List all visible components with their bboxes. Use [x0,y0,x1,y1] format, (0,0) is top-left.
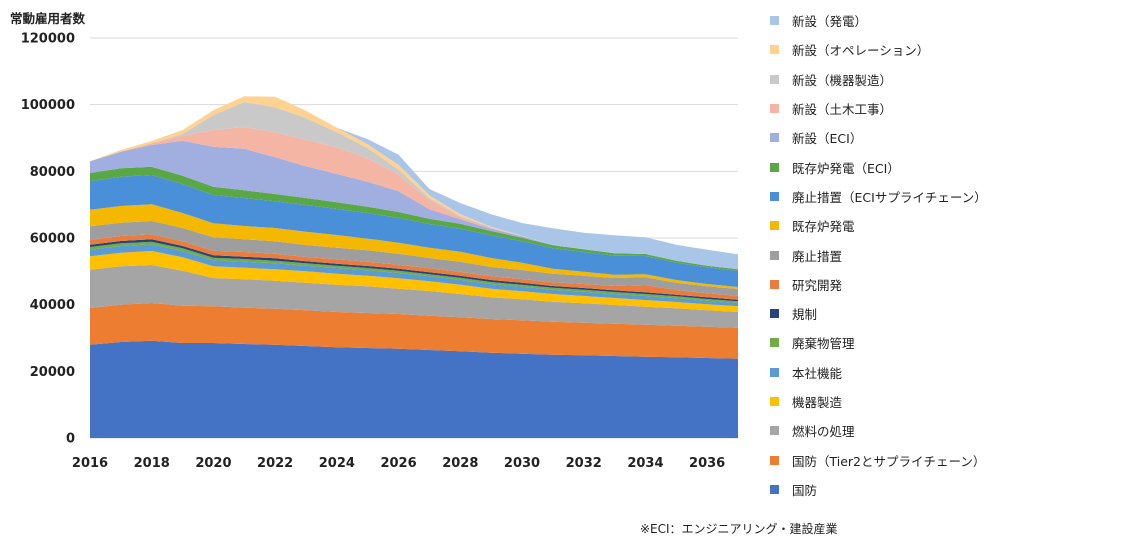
footnote: ※ECI：エンジニアリング・建設産業 [640,522,838,536]
legend-swatch [770,133,779,143]
x-tick-label: 2018 [134,456,170,471]
legend-item: 既存炉発電（ECI） [770,152,1130,181]
area-series-4 [90,244,738,307]
legend-swatch [770,16,779,26]
legend-label: 規制 [792,307,818,323]
legend-label: 新設（ECI） [792,131,863,147]
legend-label: 廃棄物管理 [792,336,855,352]
legend-label: 国防 [792,482,818,498]
legend-item: 新設（オペレーション） [770,35,1130,64]
area-series-7 [90,234,738,300]
legend-item: 新設（ECI） [770,123,1130,152]
x-tick-label: 2036 [689,456,725,471]
legend-label: 本社機能 [792,365,843,381]
legend-item: 廃棄物管理 [770,328,1130,357]
legend-item: 廃止措置（ECIサプライチェーン） [770,182,1130,211]
legend-label: 研究開発 [792,277,843,293]
area-series-11 [90,166,738,271]
legend-swatch [770,279,779,289]
legend-label: 新設（土木工事） [792,102,893,118]
legend-item: 新設（機器製造） [770,65,1130,94]
x-tick-label: 2026 [380,456,416,471]
legend: 新設（発電） 新設（オペレーション） 新設（機器製造） 新設（土木工事） 新設（ECI）… [770,6,1130,504]
legend-item: 新設（土木工事） [770,94,1130,123]
legend-label: 国防（Tier2とサプライチェーン） [792,453,986,469]
legend-item: 研究開発 [770,270,1130,299]
legend-swatch [770,338,779,348]
legend-label: 既存炉発電（ECI） [792,160,900,176]
area-series-2 [90,265,738,328]
area-series-16 [90,96,738,270]
x-tick-label: 2034 [627,456,663,471]
legend-swatch [770,397,779,406]
y-tick-label: 80000 [30,165,75,180]
legend-label: 燃料の処理 [792,424,855,440]
legend-swatch [770,426,779,436]
legend-label: 既存炉発電 [792,219,855,235]
area-series-9 [90,204,738,289]
x-tick-label: 2032 [566,456,602,471]
legend-item: 燃料の処理 [770,416,1130,445]
legend-swatch [770,221,779,231]
area-series-0 [90,340,738,438]
x-tick-label: 2016 [72,456,108,471]
legend-label: 廃止措置（ECIサプライチェーン） [792,189,987,205]
x-tick-label: 2022 [257,456,293,471]
area-series-10 [90,175,738,287]
area-series-14 [90,102,738,270]
legend-label: 機器製造 [792,395,843,410]
legend-label: 新設（発電） [792,14,868,30]
legend-item: 本社機能 [770,358,1130,387]
legend-label: 新設（オペレーション） [792,43,930,59]
legend-label: 新設（機器製造） [792,72,893,88]
y-tick-label: 100000 [21,98,75,113]
area-series-3 [90,251,738,312]
legend-swatch [770,104,779,114]
legend-item: 廃止措置 [770,240,1130,269]
y-axis-title: 常動雇用者数 [10,11,86,26]
legend-swatch [770,45,779,55]
legend-item: 既存炉発電 [770,211,1130,240]
x-tick-label: 2020 [195,456,231,471]
legend-swatch [770,484,779,494]
legend-swatch [770,250,779,260]
legend-item: 機器製造 [770,387,1130,416]
legend-item: 新設（発電） [770,6,1130,35]
x-tick-label: 2028 [442,456,478,471]
legend-label: 廃止措置 [792,248,843,264]
y-tick-label: 0 [66,432,75,447]
x-tick-label: 2024 [319,456,355,471]
x-tick-label: 2030 [504,456,540,471]
legend-swatch [770,191,779,201]
area-series-13 [90,127,738,270]
legend-swatch [770,309,779,319]
area-series-8 [90,221,738,296]
area-series-15 [90,96,738,270]
legend-swatch [770,162,779,172]
legend-swatch [770,367,779,377]
area-series-12 [90,140,738,270]
area-series-5 [90,241,738,303]
area-series-6 [90,239,738,302]
y-tick-label: 20000 [30,365,75,380]
legend-item: 国防（Tier2とサプライチェーン） [770,445,1130,474]
legend-swatch [770,455,779,465]
y-tick-label: 60000 [30,232,75,247]
y-tick-label: 40000 [30,298,75,313]
area-series-1 [90,303,738,359]
y-tick-label: 120000 [21,32,75,47]
legend-item: 規制 [770,299,1130,328]
legend-item: 国防 [770,475,1130,504]
legend-swatch [770,74,779,84]
